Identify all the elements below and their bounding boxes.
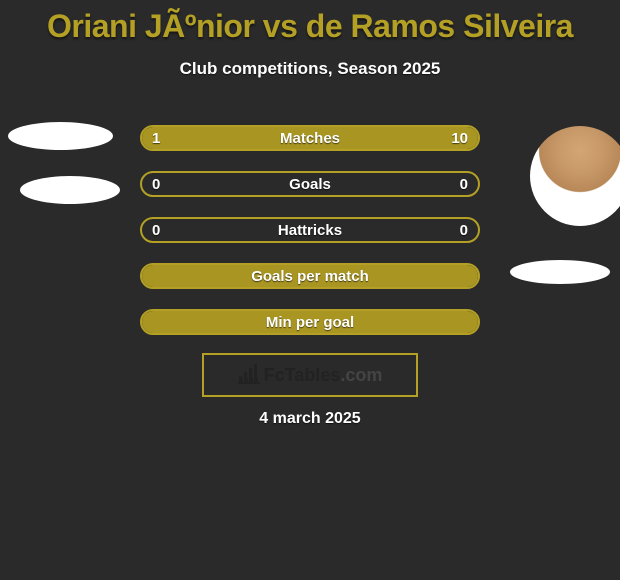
bar-label: Min per goal	[266, 314, 354, 331]
bar-chart-icon	[238, 366, 260, 384]
fctables-logo: FcTables.com	[202, 353, 418, 397]
bar-value-right: 0	[460, 176, 468, 193]
player-right-avatar	[530, 126, 620, 226]
player-left-avatar-bottom	[20, 176, 120, 204]
bar-label: Goals	[289, 176, 331, 193]
comparison-bars: 1 10 Matches 0 0 Goals 0 0 Hattricks Goals per ma…	[140, 125, 480, 355]
bar-value-right: 0	[460, 222, 468, 239]
stat-bar: 1 10 Matches	[140, 125, 480, 151]
stat-bar: Min per goal	[140, 309, 480, 335]
logo-text-suffix: .com	[340, 365, 382, 385]
bar-label: Goals per match	[251, 268, 369, 285]
stat-bar: Goals per match	[140, 263, 480, 289]
generation-date: 4 march 2025	[0, 410, 620, 428]
bar-value-left: 1	[152, 130, 160, 147]
bar-label: Matches	[280, 130, 340, 147]
bar-value-right: 10	[451, 130, 468, 147]
player-left-avatar-top	[8, 122, 113, 150]
logo-text: FcTables.com	[264, 365, 383, 386]
bar-value-left: 0	[152, 222, 160, 239]
stat-bar: 0 0 Hattricks	[140, 217, 480, 243]
stat-bar: 0 0 Goals	[140, 171, 480, 197]
page-title: Oriani JÃºnior vs de Ramos Silveira	[0, 0, 620, 45]
bar-value-left: 0	[152, 176, 160, 193]
logo-text-main: FcTables	[264, 365, 341, 385]
bar-label: Hattricks	[278, 222, 342, 239]
player-right-avatar-shadow	[510, 260, 610, 284]
page-subtitle: Club competitions, Season 2025	[0, 59, 620, 79]
